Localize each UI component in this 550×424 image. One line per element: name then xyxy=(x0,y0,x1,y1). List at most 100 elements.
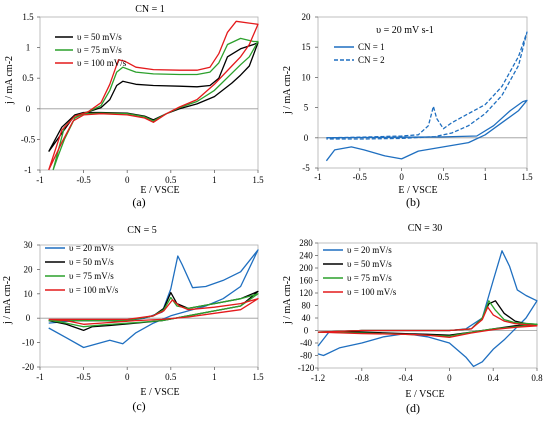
x-tick-label: 1.5 xyxy=(521,172,533,182)
y-tick-label: -120 xyxy=(298,363,315,373)
y-axis-label: j / mA cm-2 xyxy=(282,276,293,325)
legend-label: υ = 100 mV/s xyxy=(69,285,119,295)
y-tick-label: 10 xyxy=(24,289,34,299)
y-tick-label: 20 xyxy=(24,264,34,274)
series-line-c-1 xyxy=(48,290,259,332)
legend-label: υ = 20 mV/s xyxy=(347,245,392,255)
legend-label: υ = 100 mV/s xyxy=(77,58,127,68)
x-tick-label: 0.5 xyxy=(165,175,177,185)
panel-caption: (b) xyxy=(406,195,420,209)
x-tick-label: 0 xyxy=(447,373,452,383)
x-tick-label: -1 xyxy=(36,372,44,382)
legend-label: υ = 75 mV/s xyxy=(347,273,392,283)
x-axis-label: E / VSCE xyxy=(140,185,179,196)
y-tick-label: 30 xyxy=(24,240,34,250)
x-tick-label: 1 xyxy=(483,172,488,182)
x-tick-label: 0 xyxy=(125,372,130,382)
y-tick-label: 20 xyxy=(302,12,312,22)
y-axis-label: j / mA cm-2 xyxy=(2,276,13,325)
y-tick-label: 0 xyxy=(26,313,31,323)
plot-area xyxy=(39,244,259,368)
y-tick-label: -1 xyxy=(24,165,32,175)
y-tick-label: 280 xyxy=(299,238,313,248)
x-tick-label: -0.5 xyxy=(76,175,91,185)
panel-b: -5 0 5 10 15 20 -1 -0.5 0 0.5 1 1.5 CN = 1 CN = 2 υ = … xyxy=(282,12,533,209)
x-tick-label: -0.5 xyxy=(76,372,91,382)
series-line-c-3 xyxy=(48,298,259,325)
y-axis-label: j / mA cm-2 xyxy=(4,56,15,105)
legend-label: υ = 75 mV/s xyxy=(69,271,114,281)
legend: CN = 1 CN = 2 xyxy=(334,42,385,65)
x-tick-label: -1.2 xyxy=(311,373,325,383)
panel-d: -120 -80 -40 0 40 80 120 160 200 240 280 -1.2 -0.8 -0… xyxy=(282,223,543,415)
chart-title: CN = 5 xyxy=(127,225,157,236)
plot-area xyxy=(39,16,259,171)
y-tick-label: 10 xyxy=(302,72,312,82)
legend-label: υ = 50 mV/s xyxy=(347,259,392,269)
legend-label: υ = 50 mV/s xyxy=(69,257,114,267)
x-tick-label: 1.5 xyxy=(252,175,264,185)
x-tick-label: 1 xyxy=(212,175,217,185)
y-tick-label: 1 xyxy=(26,43,31,53)
legend-label: υ = 50 mV/s xyxy=(77,32,122,42)
series-line-a-2 xyxy=(48,20,259,171)
y-tick-label: -80 xyxy=(300,351,312,361)
x-tick-label: -1 xyxy=(36,175,44,185)
y-tick-label: 0 xyxy=(304,133,309,143)
y-tick-label: -5 xyxy=(302,163,310,173)
legend-label: υ = 75 mV/s xyxy=(77,45,122,55)
series-line-c-2 xyxy=(48,293,259,328)
series-line-b-1 xyxy=(326,31,528,140)
y-tick-label: 0.5 xyxy=(22,73,34,83)
y-tick-label: -10 xyxy=(22,338,34,348)
series-line-b-0 xyxy=(325,99,528,162)
y-tick-label: 200 xyxy=(299,263,313,273)
legend-label: υ = 20 mV/s xyxy=(69,243,114,253)
legend: υ = 50 mV/s υ = 75 mV/s υ = 100 mV/s xyxy=(55,32,127,68)
plot-area xyxy=(317,16,528,169)
y-tick-label: 5 xyxy=(304,103,309,113)
y-tick-label: 120 xyxy=(299,288,313,298)
x-axis-label: E / VSCE xyxy=(140,387,179,398)
y-tick-label: 160 xyxy=(299,276,313,286)
x-axis-label: E / VSCE xyxy=(405,389,444,400)
x-tick-label: 0 xyxy=(399,172,404,182)
legend: υ = 20 mV/s υ = 50 mV/s υ = 75 mV/s υ = 100… xyxy=(45,243,119,295)
x-tick-label: 0.8 xyxy=(531,373,543,383)
x-tick-label: 1.5 xyxy=(252,372,264,382)
x-tick-label: 0 xyxy=(125,175,130,185)
y-tick-label: 15 xyxy=(302,42,312,52)
x-tick-label: 0.5 xyxy=(165,372,177,382)
legend: υ = 20 mV/s υ = 50 mV/s υ = 75 mV/s υ = 100… xyxy=(323,245,397,297)
x-tick-label: -1 xyxy=(314,172,322,182)
legend-label: υ = 100 mV/s xyxy=(347,287,397,297)
y-tick-label: 80 xyxy=(302,301,312,311)
panel-caption: (c) xyxy=(132,399,145,413)
x-tick-label: -0.8 xyxy=(355,373,370,383)
panel-caption: (d) xyxy=(406,401,420,415)
y-tick-label: 0 xyxy=(26,104,31,114)
y-tick-label: -0.5 xyxy=(21,134,36,144)
legend-label: CN = 2 xyxy=(358,55,385,65)
x-tick-label: -0.4 xyxy=(398,373,413,383)
series-line-d-3 xyxy=(317,306,538,339)
y-axis-label: j / mA cm-2 xyxy=(282,66,293,115)
x-axis-label: E / VSCE xyxy=(398,185,437,196)
chart-title: CN = 1 xyxy=(135,4,165,15)
y-tick-label: 1.5 xyxy=(22,12,34,22)
x-tick-label: 0.5 xyxy=(438,172,450,182)
chart-title: υ = 20 mV s-1 xyxy=(376,25,434,36)
chart-title: CN = 30 xyxy=(408,223,443,234)
y-tick-label: -20 xyxy=(22,362,34,372)
y-tick-label: 0 xyxy=(304,326,309,336)
panel-caption: (a) xyxy=(132,195,145,209)
x-tick-label: 0.4 xyxy=(488,373,500,383)
x-tick-label: -0.5 xyxy=(353,172,368,182)
panel-a: -1-0.500.511.5-1 -0.5 0 0.5 1 1.5υ = 50 mV/sυ… xyxy=(4,4,264,209)
y-tick-label: -40 xyxy=(300,338,312,348)
series-line-a-1 xyxy=(52,37,259,171)
y-tick-label: 40 xyxy=(302,313,312,323)
x-tick-label: 1 xyxy=(212,372,217,382)
